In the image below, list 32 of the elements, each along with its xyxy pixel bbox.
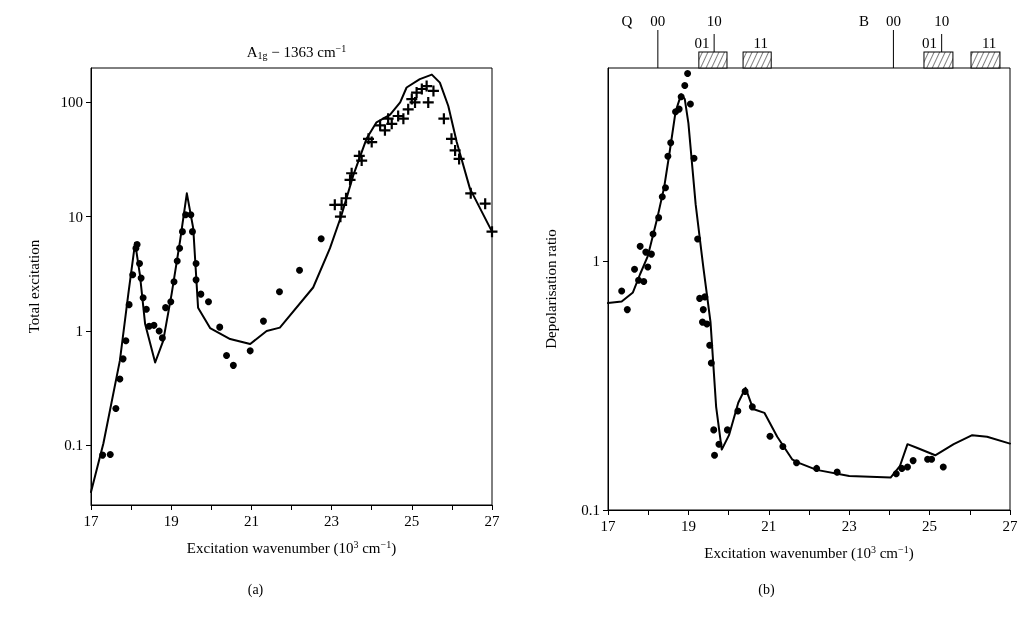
text: B — [859, 13, 870, 29]
y-tick-label: 1 — [592, 253, 600, 270]
y-tick-label: 0.1 — [64, 437, 83, 454]
text: 00 — [650, 13, 666, 29]
y-tick-label: 10 — [68, 208, 83, 225]
y-tick-label: 0.1 — [581, 502, 600, 518]
text: 00 — [885, 13, 901, 29]
x-tick-label: 25 — [922, 517, 938, 534]
y-axis-title: Depolarisation ratio — [542, 229, 559, 349]
x-tick-label: 25 — [404, 512, 420, 529]
x-tick-label: 23 — [324, 512, 340, 529]
text: 10 — [706, 13, 722, 29]
x-tick-label: 21 — [761, 517, 777, 534]
text: 01 — [922, 35, 938, 51]
x-tick-label: 17 — [600, 517, 616, 534]
text: 10 — [934, 13, 950, 29]
text: (a) — [247, 581, 264, 598]
x-tick-label: 17 — [83, 512, 99, 529]
text: (b) — [758, 581, 775, 598]
x-tick-label: 21 — [243, 512, 259, 529]
x-tick-label: 19 — [680, 517, 696, 534]
y-axis-title: Total excitation — [25, 239, 42, 334]
x-tick-label: 27 — [484, 512, 500, 529]
x-tick-label: 23 — [841, 517, 857, 534]
y-tick-label: 1 — [75, 322, 83, 339]
x-tick-label: 27 — [1002, 517, 1018, 534]
x-tick-label: 19 — [163, 512, 179, 529]
y-tick-label: 100 — [60, 94, 83, 111]
text: 11 — [981, 35, 997, 51]
text: Q — [621, 13, 633, 29]
text: 01 — [694, 35, 710, 51]
text: 11 — [753, 35, 768, 51]
